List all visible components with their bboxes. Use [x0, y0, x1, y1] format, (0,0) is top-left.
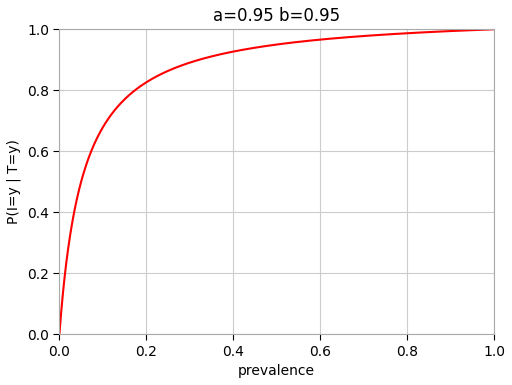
X-axis label: prevalence: prevalence: [238, 364, 315, 378]
Title: a=0.95 b=0.95: a=0.95 b=0.95: [213, 7, 340, 25]
Y-axis label: P(I=y | T=y): P(I=y | T=y): [7, 139, 22, 224]
